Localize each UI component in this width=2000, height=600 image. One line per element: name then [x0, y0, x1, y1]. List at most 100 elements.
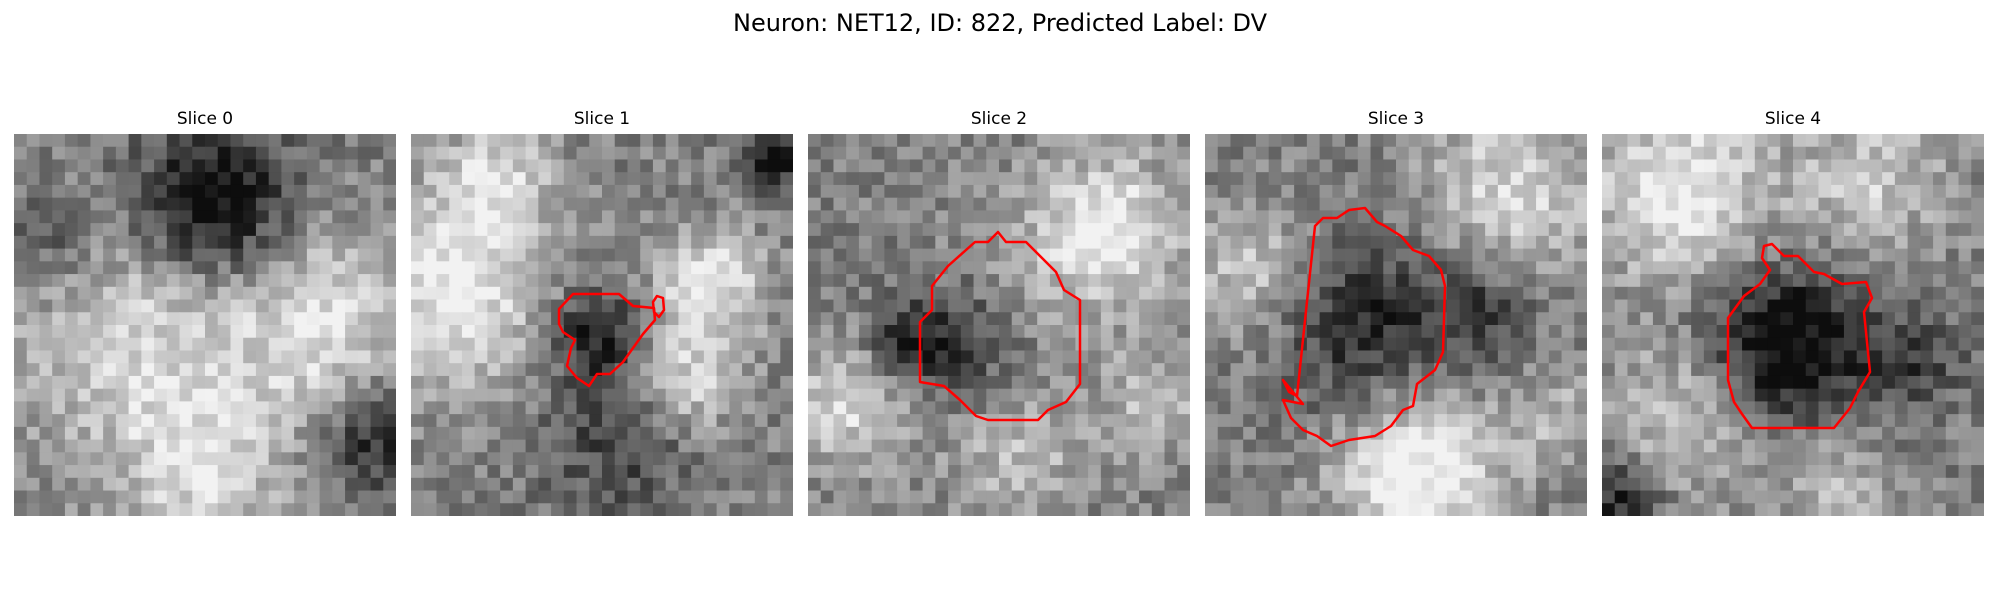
pixel — [205, 363, 219, 377]
pixel — [1602, 337, 1616, 352]
pixel — [525, 465, 539, 479]
pixel — [1205, 465, 1219, 479]
pixel — [1716, 210, 1730, 224]
pixel — [1510, 490, 1524, 504]
pixel — [884, 490, 898, 504]
pixel — [1652, 477, 1667, 492]
pixel — [652, 465, 667, 479]
pixel — [973, 261, 987, 275]
pixel — [1205, 503, 1219, 516]
pixel — [602, 159, 616, 173]
pixel — [1856, 159, 1870, 173]
pixel — [640, 452, 654, 466]
pixel — [678, 439, 692, 453]
pixel — [357, 248, 372, 262]
pixel — [1126, 325, 1140, 339]
pixel — [614, 235, 629, 250]
pixel — [729, 452, 743, 466]
pixel — [973, 439, 987, 453]
pixel — [1205, 146, 1219, 161]
pixel — [1306, 159, 1321, 173]
pixel — [1627, 337, 1641, 352]
pixel — [716, 388, 730, 402]
pixel — [960, 197, 975, 211]
pixel — [1370, 363, 1384, 377]
pixel — [243, 452, 257, 466]
pixel — [703, 134, 718, 148]
pixel — [551, 439, 565, 453]
pixel — [960, 172, 975, 186]
pixel — [512, 325, 527, 339]
pixel — [64, 452, 79, 466]
pixel — [973, 375, 987, 390]
pixel — [26, 325, 41, 339]
pixel — [935, 172, 949, 186]
pixel — [1319, 388, 1333, 402]
pixel — [665, 197, 679, 211]
pixel — [154, 414, 168, 428]
pixel — [1703, 197, 1718, 211]
pixel — [1088, 490, 1102, 504]
pixel — [1548, 426, 1563, 441]
pixel — [871, 134, 885, 148]
pixel — [1049, 477, 1064, 492]
pixel — [383, 286, 396, 301]
pixel — [1703, 490, 1718, 504]
pixel — [1742, 477, 1756, 492]
pixel — [871, 197, 885, 211]
pixel — [166, 312, 181, 326]
pixel — [1703, 235, 1718, 250]
pixel — [319, 503, 333, 516]
pixel — [77, 465, 91, 479]
pixel — [1856, 312, 1870, 326]
pixel — [729, 210, 743, 224]
pixel — [986, 184, 1000, 199]
pixel — [551, 223, 565, 237]
pixel — [858, 388, 873, 402]
pixel — [767, 452, 781, 466]
pixel — [640, 248, 654, 262]
pixel — [461, 401, 476, 415]
pixel — [767, 184, 781, 199]
pixel — [357, 159, 372, 173]
pixel — [345, 439, 359, 453]
pixel — [1882, 286, 1896, 301]
pixel — [1485, 146, 1499, 161]
pixel — [767, 465, 781, 479]
pixel — [1332, 134, 1346, 148]
pixel — [1920, 388, 1934, 402]
pixel — [1869, 134, 1883, 148]
pixel — [538, 439, 552, 453]
pixel — [294, 503, 308, 516]
pixel — [602, 261, 616, 275]
pixel — [1818, 452, 1832, 466]
pixel — [1729, 312, 1743, 326]
pixel — [716, 375, 730, 390]
pixel — [281, 312, 295, 326]
pixel — [281, 350, 295, 364]
pixel — [1754, 223, 1769, 237]
pixel — [77, 210, 91, 224]
pixel — [808, 503, 822, 516]
pixel — [1062, 426, 1076, 441]
pixel — [1818, 134, 1832, 148]
pixel — [115, 312, 130, 326]
pixel — [1856, 426, 1870, 441]
pixel — [1652, 261, 1667, 275]
pixel — [1933, 325, 1947, 339]
pixel — [1075, 286, 1089, 301]
pixel — [1357, 414, 1372, 428]
pixel — [935, 146, 949, 161]
pixel — [1742, 248, 1756, 262]
pixel — [77, 286, 91, 301]
pixel — [319, 439, 333, 453]
pixel — [665, 274, 679, 288]
pixel — [1100, 426, 1115, 441]
pixel — [1049, 337, 1064, 352]
pixel — [1383, 172, 1397, 186]
pixel — [1856, 210, 1870, 224]
pixel — [1510, 477, 1524, 492]
pixel — [500, 223, 514, 237]
pixel — [474, 223, 488, 237]
pixel — [1268, 210, 1282, 224]
